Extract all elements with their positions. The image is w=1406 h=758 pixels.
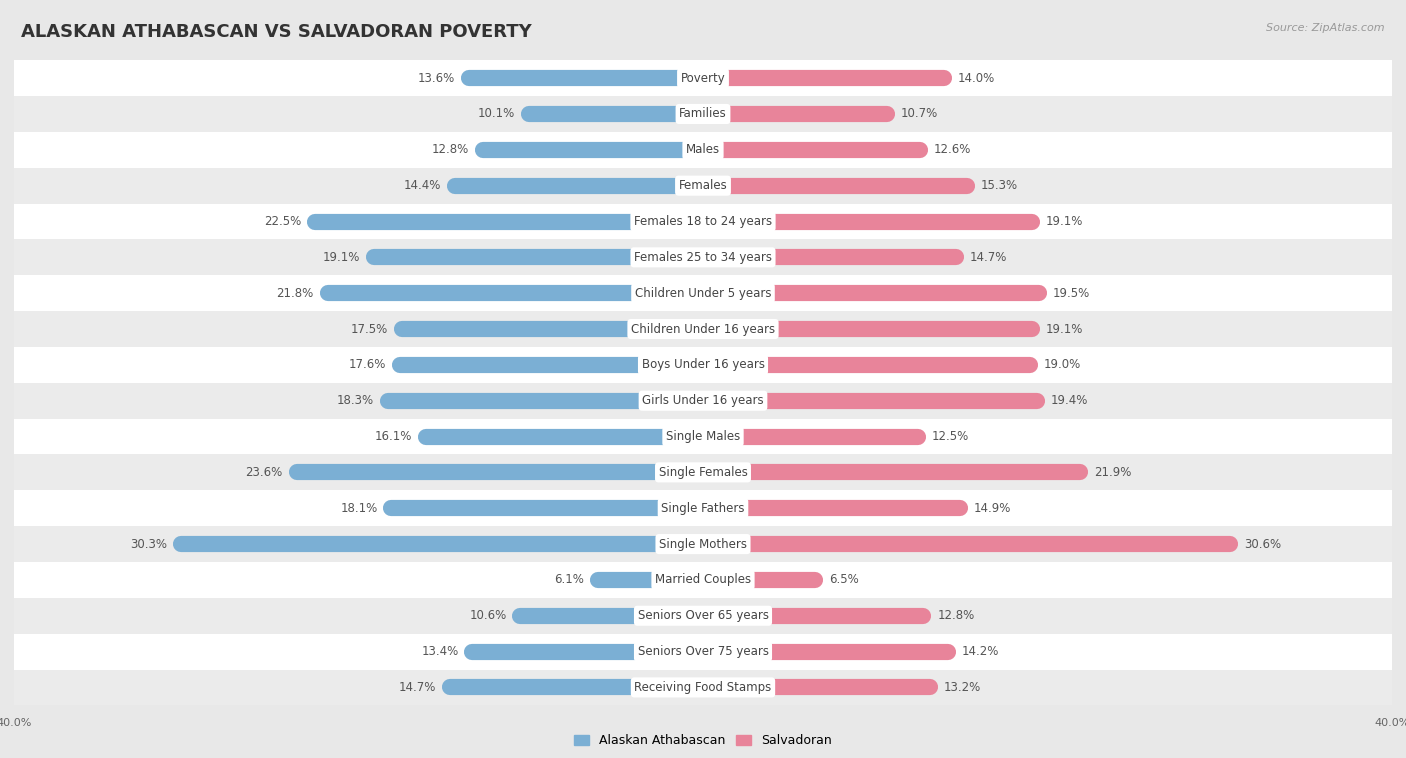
Text: 12.8%: 12.8%: [938, 609, 974, 622]
Text: Single Males: Single Males: [666, 430, 740, 443]
Text: 21.8%: 21.8%: [277, 287, 314, 299]
Text: 18.3%: 18.3%: [337, 394, 374, 407]
Text: Girls Under 16 years: Girls Under 16 years: [643, 394, 763, 407]
Text: 12.5%: 12.5%: [932, 430, 969, 443]
Bar: [0, 96, 1406, 132]
Text: 14.2%: 14.2%: [962, 645, 998, 658]
Bar: [0, 418, 1406, 455]
Text: Single Females: Single Females: [658, 466, 748, 479]
Text: 6.5%: 6.5%: [828, 573, 859, 587]
Text: 23.6%: 23.6%: [246, 466, 283, 479]
Text: 12.6%: 12.6%: [934, 143, 972, 156]
Bar: [0, 132, 1406, 168]
Text: Seniors Over 65 years: Seniors Over 65 years: [637, 609, 769, 622]
Text: 19.1%: 19.1%: [1046, 215, 1083, 228]
Bar: [0, 60, 1406, 96]
Text: 12.8%: 12.8%: [432, 143, 468, 156]
Text: Poverty: Poverty: [681, 72, 725, 85]
Bar: [0, 168, 1406, 204]
Text: 14.9%: 14.9%: [973, 502, 1011, 515]
Text: 6.1%: 6.1%: [554, 573, 583, 587]
Bar: [0, 562, 1406, 598]
Text: 14.4%: 14.4%: [404, 179, 441, 193]
Legend: Alaskan Athabascan, Salvadoran: Alaskan Athabascan, Salvadoran: [569, 729, 837, 753]
Text: Single Fathers: Single Fathers: [661, 502, 745, 515]
Bar: [0, 598, 1406, 634]
Text: 16.1%: 16.1%: [374, 430, 412, 443]
Text: 14.7%: 14.7%: [399, 681, 436, 694]
Bar: [0, 490, 1406, 526]
Text: 13.4%: 13.4%: [422, 645, 458, 658]
Text: 15.3%: 15.3%: [980, 179, 1018, 193]
Text: Males: Males: [686, 143, 720, 156]
Text: 14.0%: 14.0%: [957, 72, 995, 85]
Text: 19.4%: 19.4%: [1050, 394, 1088, 407]
Text: 19.1%: 19.1%: [1046, 323, 1083, 336]
Bar: [0, 204, 1406, 240]
Text: 21.9%: 21.9%: [1094, 466, 1132, 479]
Text: Families: Families: [679, 108, 727, 121]
Text: Females: Females: [679, 179, 727, 193]
Text: 17.6%: 17.6%: [349, 359, 387, 371]
Text: Females 18 to 24 years: Females 18 to 24 years: [634, 215, 772, 228]
Text: Children Under 5 years: Children Under 5 years: [634, 287, 772, 299]
Text: Females 25 to 34 years: Females 25 to 34 years: [634, 251, 772, 264]
Bar: [0, 240, 1406, 275]
Bar: [0, 347, 1406, 383]
Bar: [0, 669, 1406, 706]
Text: Married Couples: Married Couples: [655, 573, 751, 587]
Bar: [0, 526, 1406, 562]
Text: 19.1%: 19.1%: [323, 251, 360, 264]
Text: 17.5%: 17.5%: [350, 323, 388, 336]
Text: Source: ZipAtlas.com: Source: ZipAtlas.com: [1267, 23, 1385, 33]
Text: 14.7%: 14.7%: [970, 251, 1007, 264]
Text: Receiving Food Stamps: Receiving Food Stamps: [634, 681, 772, 694]
Text: 22.5%: 22.5%: [264, 215, 302, 228]
Bar: [0, 311, 1406, 347]
Text: Single Mothers: Single Mothers: [659, 537, 747, 550]
Bar: [0, 634, 1406, 669]
Text: 19.5%: 19.5%: [1053, 287, 1090, 299]
Text: Children Under 16 years: Children Under 16 years: [631, 323, 775, 336]
Text: 13.2%: 13.2%: [945, 681, 981, 694]
Text: 10.6%: 10.6%: [470, 609, 506, 622]
Bar: [0, 275, 1406, 311]
Text: ALASKAN ATHABASCAN VS SALVADORAN POVERTY: ALASKAN ATHABASCAN VS SALVADORAN POVERTY: [21, 23, 531, 41]
Bar: [0, 455, 1406, 490]
Text: 18.1%: 18.1%: [340, 502, 377, 515]
Bar: [0, 383, 1406, 418]
Text: 10.7%: 10.7%: [901, 108, 938, 121]
Text: 30.6%: 30.6%: [1244, 537, 1281, 550]
Text: 10.1%: 10.1%: [478, 108, 515, 121]
Text: 19.0%: 19.0%: [1045, 359, 1081, 371]
Text: Boys Under 16 years: Boys Under 16 years: [641, 359, 765, 371]
Text: 13.6%: 13.6%: [418, 72, 456, 85]
Text: 30.3%: 30.3%: [131, 537, 167, 550]
Text: Seniors Over 75 years: Seniors Over 75 years: [637, 645, 769, 658]
